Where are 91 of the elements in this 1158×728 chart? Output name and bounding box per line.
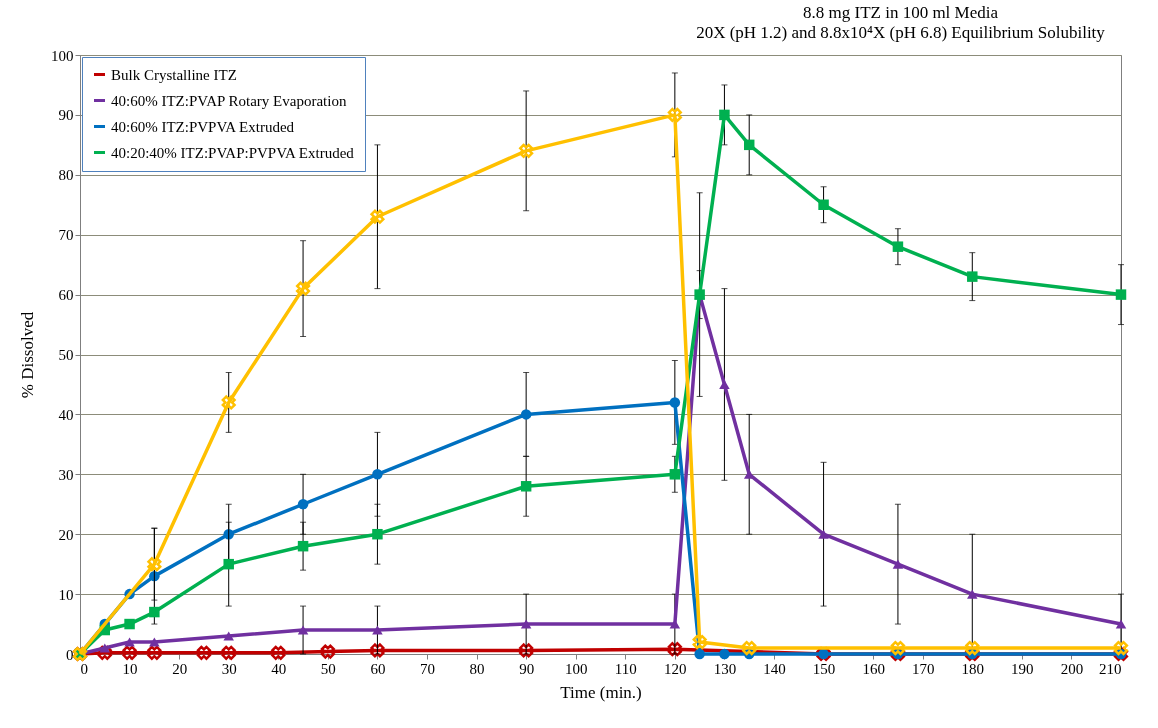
point xyxy=(320,644,335,659)
y-tick-label: 50 xyxy=(58,347,74,363)
x-axis-title: Time (min.) xyxy=(560,682,642,702)
x-tick-label: 40 xyxy=(271,660,287,677)
point xyxy=(890,640,906,656)
y-tick-label: 40 xyxy=(58,406,74,423)
x-tick-label: 30 xyxy=(221,660,237,677)
point xyxy=(694,648,705,660)
point xyxy=(196,645,212,660)
y-tick-label: 70 xyxy=(58,227,74,244)
x-tick-label: 200 xyxy=(1060,660,1084,677)
point xyxy=(743,139,755,151)
x-tick-label: 50 xyxy=(320,660,336,677)
point xyxy=(147,557,162,572)
y-axis-title: % Dissolved xyxy=(18,311,37,399)
point xyxy=(520,619,532,629)
x-tick-label: 170 xyxy=(911,660,935,677)
point xyxy=(297,499,309,510)
point xyxy=(742,640,757,656)
point xyxy=(965,640,980,656)
y-tick-label: 10 xyxy=(58,586,74,603)
point xyxy=(223,631,234,641)
x-tick-label: 70 xyxy=(420,660,435,677)
x-tick-label: 180 xyxy=(961,660,985,677)
x-tick-label: 110 xyxy=(614,660,637,677)
point xyxy=(520,481,532,492)
point xyxy=(372,625,383,635)
point xyxy=(221,395,236,410)
point xyxy=(519,143,534,158)
point xyxy=(147,645,162,660)
x-tick-label: 20 xyxy=(172,660,188,677)
x-tick-label: 80 xyxy=(469,660,485,677)
point xyxy=(297,625,309,635)
point xyxy=(124,618,135,630)
point xyxy=(667,107,682,123)
point xyxy=(669,397,681,408)
x-tick-label: 10 xyxy=(122,660,138,677)
point xyxy=(271,645,286,660)
y-tick-label: 60 xyxy=(58,287,74,304)
point xyxy=(667,642,682,657)
legend-label: 40:60% ITZ:PVAP Rotary Evaporation xyxy=(111,92,347,109)
point xyxy=(892,559,904,569)
y-tick-label: 80 xyxy=(58,167,74,184)
x-tick-label: 130 xyxy=(713,660,737,677)
point xyxy=(1113,640,1129,656)
y-tick-label: 100 xyxy=(51,47,74,64)
legend-label: 40:20:40% ITZ:PVAP:PVPVA Extruded xyxy=(111,144,355,161)
x-tick-label: 150 xyxy=(812,660,836,677)
chart-title: 8.8 mg ITZ in 100 ml Media xyxy=(802,3,999,22)
point xyxy=(149,606,160,618)
point xyxy=(719,648,730,660)
x-tick-label: 60 xyxy=(370,660,386,677)
x-tick-label: 190 xyxy=(1011,660,1034,677)
point xyxy=(967,271,978,282)
point xyxy=(297,540,309,552)
point xyxy=(221,645,236,660)
x-tick-label: 0 xyxy=(80,660,88,677)
y-tick-label: 0 xyxy=(66,646,74,663)
point xyxy=(892,241,904,252)
point xyxy=(1115,289,1127,300)
y-tick-label: 90 xyxy=(58,107,74,124)
point xyxy=(818,199,829,210)
point xyxy=(124,637,135,647)
legend-label: Bulk Crystalline ITZ xyxy=(111,66,237,83)
point xyxy=(519,643,534,658)
point xyxy=(818,529,829,539)
x-tick-label: 210 xyxy=(1099,660,1122,677)
point xyxy=(1115,619,1127,629)
point xyxy=(370,209,385,224)
x-tick-label: 160 xyxy=(862,660,885,677)
point xyxy=(223,558,234,570)
point xyxy=(669,469,681,480)
point xyxy=(967,589,978,599)
chart-subtitle: 20X (pH 1.2) and 8.8x10⁴X (pH 6.8) Equilibrium Solubility xyxy=(696,23,1106,42)
y-tick-label: 30 xyxy=(58,466,74,483)
x-tick-label: 90 xyxy=(519,660,535,677)
point xyxy=(295,281,311,296)
point xyxy=(122,645,137,660)
x-tick-label: 140 xyxy=(763,660,786,677)
point xyxy=(372,528,383,540)
legend-label: 40:60% ITZ:PVPVA Extruded xyxy=(111,118,295,135)
point xyxy=(149,637,160,647)
point xyxy=(370,643,385,658)
y-tick-label: 20 xyxy=(58,526,74,543)
x-tick-label: 120 xyxy=(664,660,687,677)
point xyxy=(692,634,707,650)
x-tick-label: 100 xyxy=(564,660,588,677)
point xyxy=(520,409,532,420)
point xyxy=(719,109,730,121)
point xyxy=(372,469,383,480)
point xyxy=(99,643,111,653)
